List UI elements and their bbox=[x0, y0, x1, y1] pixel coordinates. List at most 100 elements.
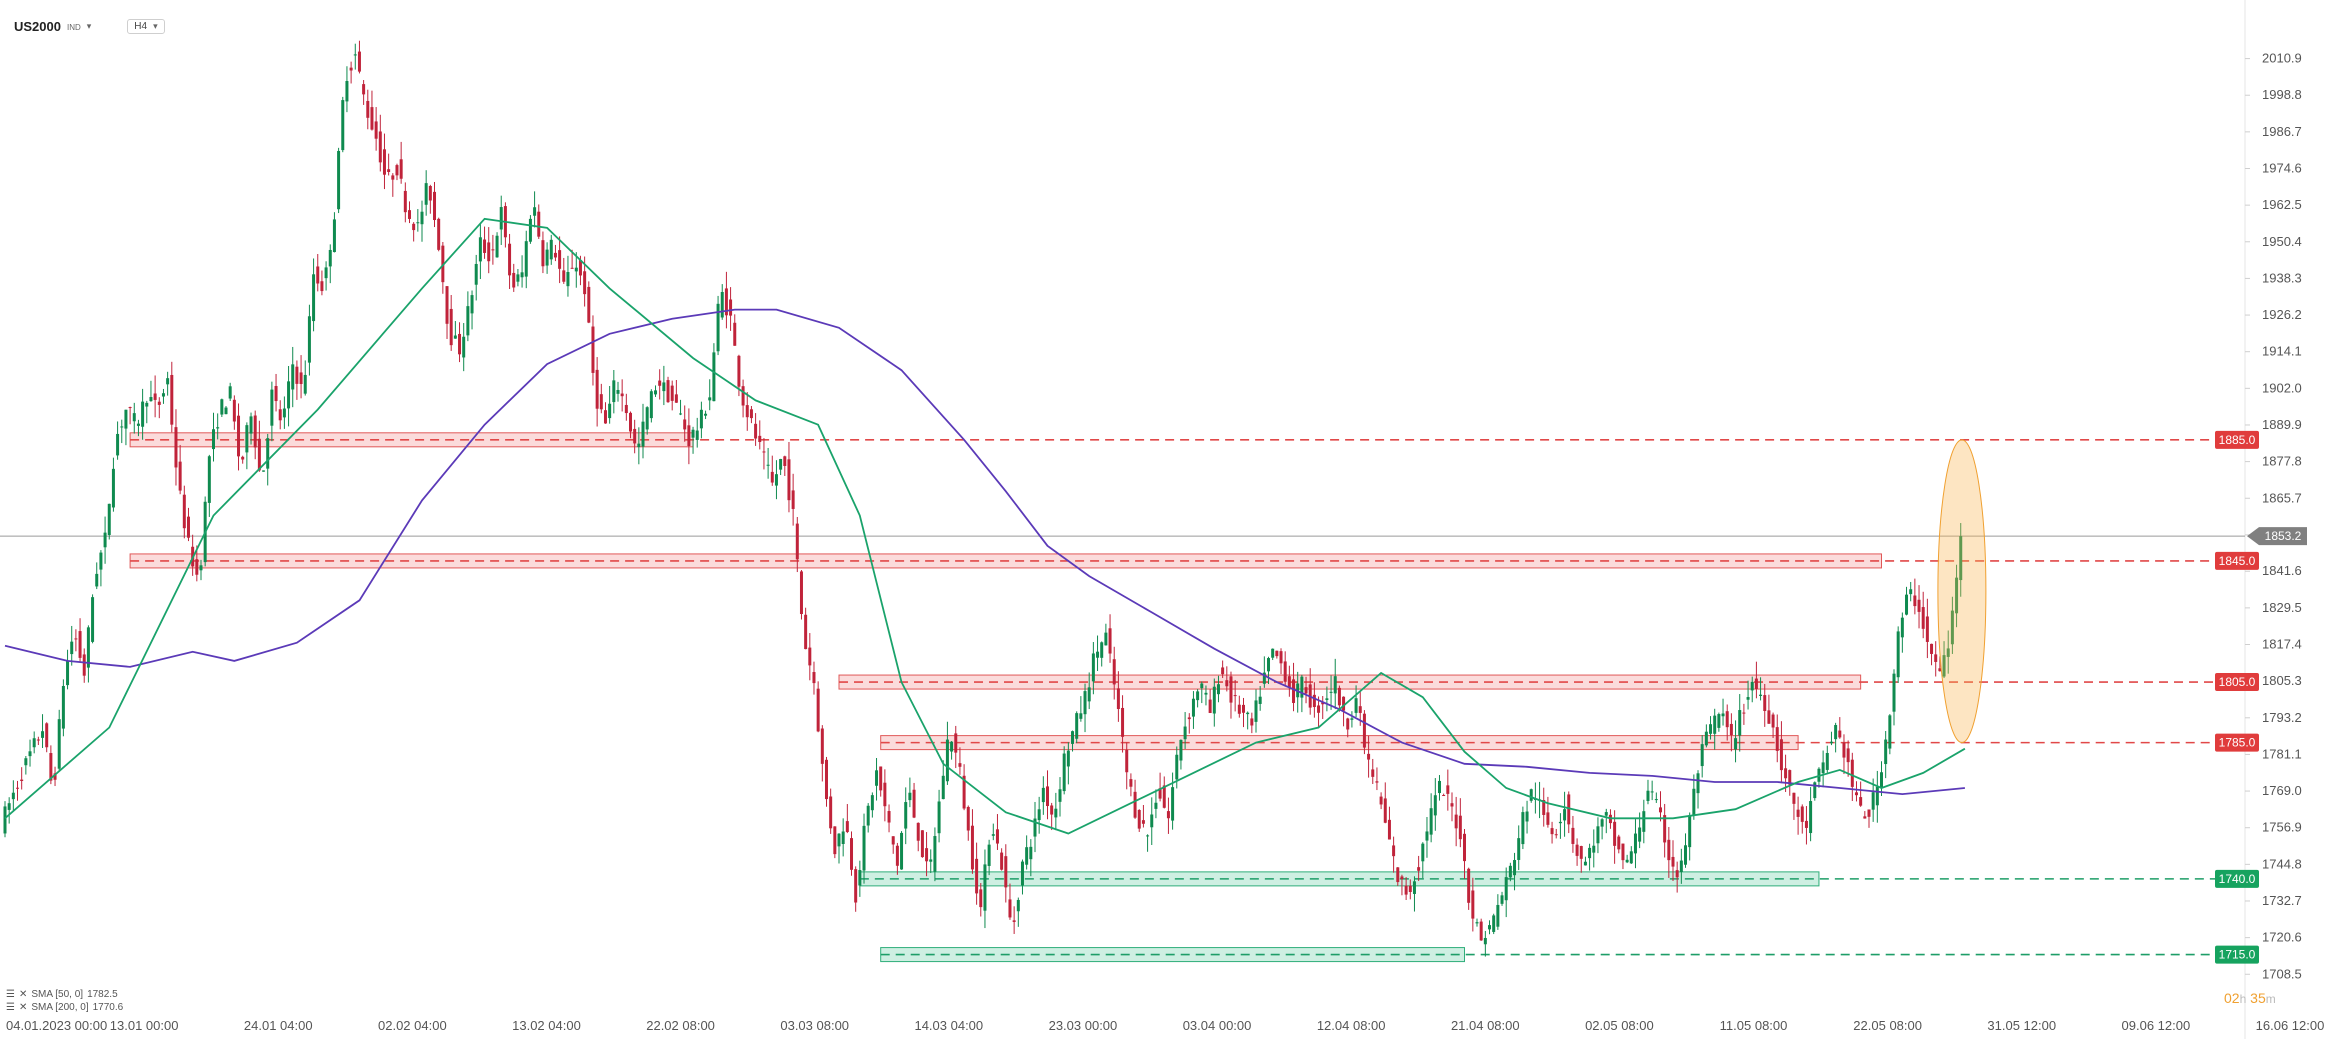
candle-body bbox=[970, 825, 974, 870]
y-tick-label: 1914.1 bbox=[2262, 344, 2302, 359]
candle-body bbox=[1704, 731, 1708, 746]
candle-body bbox=[1275, 650, 1279, 657]
symbol-dropdown-icon[interactable]: ▾ bbox=[86, 20, 92, 31]
candle-body bbox=[716, 303, 720, 352]
candle-body bbox=[1875, 786, 1879, 806]
candle-body bbox=[1517, 838, 1521, 860]
candle-body bbox=[370, 107, 374, 130]
level-label: 1740.0 bbox=[2219, 872, 2256, 886]
candle-body bbox=[1771, 714, 1775, 728]
candle-body bbox=[975, 858, 979, 894]
candle-body bbox=[128, 407, 132, 409]
candle-body bbox=[824, 759, 828, 800]
candle-body bbox=[1029, 846, 1033, 860]
candle-body bbox=[1387, 819, 1391, 840]
candle-body bbox=[174, 427, 178, 468]
symbol-name[interactable]: US2000 bbox=[14, 18, 61, 34]
candle-body bbox=[237, 415, 241, 457]
y-tick-label: 1805.3 bbox=[2262, 673, 2302, 688]
candle-body bbox=[1729, 723, 1733, 736]
candle-body bbox=[458, 333, 462, 355]
candle-body bbox=[116, 433, 120, 456]
candle-body bbox=[157, 401, 161, 405]
candle-body bbox=[1216, 684, 1220, 695]
candle-body bbox=[1383, 798, 1387, 823]
candle-body bbox=[1550, 828, 1554, 835]
candle-body bbox=[583, 271, 587, 295]
candle-body bbox=[562, 270, 566, 282]
candle-body bbox=[866, 805, 870, 826]
candle-body bbox=[1208, 699, 1212, 713]
candle-body bbox=[1016, 899, 1020, 912]
candle-body bbox=[395, 165, 399, 176]
candle-body bbox=[11, 792, 15, 800]
candle-body bbox=[995, 829, 999, 844]
candle-body bbox=[312, 274, 316, 322]
legend-value: 1782.5 bbox=[87, 989, 118, 1000]
candle-body bbox=[1129, 779, 1133, 787]
candle-body bbox=[1166, 811, 1170, 819]
candle-body bbox=[212, 429, 215, 450]
candle-body bbox=[382, 149, 386, 175]
candle-body bbox=[245, 425, 249, 453]
timeframe-select[interactable]: H4 ▾ bbox=[127, 18, 165, 34]
candle-body bbox=[883, 782, 887, 807]
candle-body bbox=[1458, 815, 1462, 840]
candle-body bbox=[1112, 659, 1116, 685]
candle-body bbox=[1254, 700, 1258, 722]
candle-body bbox=[1000, 852, 1004, 870]
legend-item-sma200[interactable]: ☰ ✕ SMA [200, 0] 1770.6 bbox=[6, 1001, 123, 1014]
candle-body bbox=[1442, 795, 1446, 797]
y-tick-label: 1817.4 bbox=[2262, 637, 2302, 652]
candle-body bbox=[1713, 715, 1717, 734]
candle-body bbox=[1542, 800, 1546, 815]
candle-body bbox=[403, 190, 407, 213]
candle-body bbox=[904, 802, 908, 829]
candle-body bbox=[1642, 811, 1646, 832]
candle-body bbox=[1463, 833, 1466, 862]
candle-body bbox=[487, 242, 491, 262]
candle-body bbox=[1250, 718, 1254, 726]
candle-body bbox=[1734, 738, 1738, 750]
candle-body bbox=[1508, 865, 1512, 878]
legend-item-sma50[interactable]: ☰ ✕ SMA [50, 0] 1782.5 bbox=[6, 988, 123, 1001]
candle-body bbox=[1763, 695, 1767, 711]
candle-body bbox=[1696, 773, 1700, 794]
candle-body bbox=[774, 474, 778, 486]
candle-body bbox=[1396, 867, 1400, 883]
visibility-icon[interactable]: ☰ bbox=[6, 989, 15, 1000]
candle-body bbox=[779, 458, 783, 470]
candle-body bbox=[524, 241, 528, 277]
candle-body bbox=[654, 390, 658, 395]
candle-body bbox=[1292, 679, 1296, 703]
candle-body bbox=[1675, 870, 1679, 878]
indicator-legend: ☰ ✕ SMA [50, 0] 1782.5 ☰ ✕ SMA [200, 0] … bbox=[6, 988, 123, 1014]
candle-body bbox=[1746, 697, 1750, 700]
candle-body bbox=[499, 207, 503, 230]
candle-body bbox=[858, 870, 862, 886]
candle-body bbox=[232, 399, 236, 422]
candle-body bbox=[699, 409, 703, 429]
close-icon[interactable]: ✕ bbox=[18, 989, 28, 1000]
candle-body bbox=[758, 435, 762, 443]
candle-body bbox=[558, 250, 562, 269]
candle-body bbox=[608, 403, 612, 419]
candle-body bbox=[1684, 845, 1688, 865]
candle-body bbox=[332, 219, 336, 253]
candle-body bbox=[754, 423, 758, 439]
candle-body bbox=[166, 378, 170, 385]
candle-body bbox=[1471, 890, 1475, 919]
candle-body bbox=[537, 211, 541, 237]
candle-body bbox=[28, 751, 32, 757]
candle-body bbox=[1158, 788, 1162, 799]
candle-body bbox=[1446, 785, 1450, 794]
candle-body bbox=[483, 239, 487, 253]
candle-body bbox=[1342, 696, 1346, 711]
candle-body bbox=[1600, 819, 1604, 827]
visibility-icon[interactable]: ☰ bbox=[6, 1002, 15, 1013]
close-icon[interactable]: ✕ bbox=[18, 1002, 28, 1013]
candle-body bbox=[1850, 759, 1854, 787]
candle-body bbox=[1821, 762, 1825, 774]
candle-body bbox=[766, 464, 770, 466]
